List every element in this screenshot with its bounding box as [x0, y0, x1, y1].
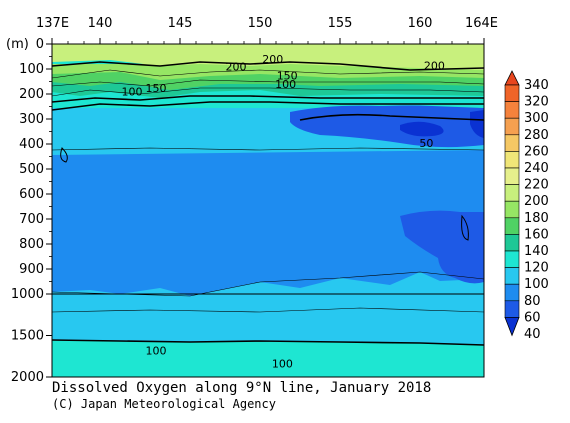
contour-label: 200: [262, 53, 283, 66]
colorbar-segment: [504, 217, 520, 235]
depth-unit-label: (m): [6, 37, 29, 52]
y-tick-label: 800: [19, 237, 44, 252]
colorbar-label: 320: [524, 95, 549, 110]
colorbar-label: 300: [524, 111, 549, 126]
contour-label: 200: [424, 59, 445, 72]
colorbar-label: 240: [524, 161, 549, 176]
colorbar-segment: [504, 234, 520, 252]
contour-label: 150: [277, 69, 298, 82]
chart-title: Dissolved Oxygen along 9°N line, January…: [52, 380, 431, 396]
x-tick-label: 145: [168, 16, 193, 31]
minimum-core: [400, 121, 444, 137]
y-tick-label: 100: [19, 62, 44, 77]
plot-frame: [51, 43, 485, 378]
y-tick-label: 600: [19, 187, 44, 202]
colorbar-segment: [504, 283, 520, 302]
colorbar-label: 260: [524, 144, 549, 159]
y-tick-label: 200: [19, 87, 44, 102]
contour-label: 100: [122, 86, 143, 99]
x-tick-label: 150: [248, 16, 273, 31]
colorbar-label: 340: [524, 78, 549, 93]
y-tick-label: 500: [19, 162, 44, 177]
colorbar-label: 100: [524, 277, 549, 292]
colorbar-label: 120: [524, 261, 549, 276]
contour-label: 150: [146, 82, 167, 95]
colorbar-segment: [504, 134, 520, 152]
colorbar-segment: [504, 101, 520, 119]
contour-label: 100: [146, 344, 167, 357]
colorbar-segment: [504, 300, 520, 318]
colorbar-label: 40: [524, 327, 541, 342]
colorbar-segment: [504, 267, 520, 285]
colorbar-label: 180: [524, 211, 549, 226]
contour-label: 50: [419, 137, 433, 150]
colorbar-top-arrow: [504, 70, 520, 86]
x-tick-label: 137E: [36, 16, 69, 31]
y-tick-label: 300: [19, 112, 44, 127]
low-oxygen-band: [52, 150, 484, 296]
left-axis: 100 200 300 400 500 600 700 800 900 1000 1500 2000 0: [11, 37, 52, 385]
colorbar-segment: [504, 117, 520, 136]
colorbar-segment: [504, 250, 520, 268]
colorbar-segment: [504, 184, 520, 202]
surface-band-200: [52, 44, 484, 70]
y-tick-label: 2000: [11, 370, 44, 385]
very-low-oxygen-east: [400, 210, 484, 284]
colorbar-bottom-arrow: [504, 316, 520, 337]
y-tick-label: 700: [19, 212, 44, 227]
x-tick-label: 155: [328, 16, 353, 31]
y-tick-label: 900: [19, 262, 44, 277]
contour-label: 100: [275, 78, 296, 91]
contour-label: 100: [272, 358, 293, 371]
colorbar-label: 80: [524, 294, 541, 309]
contour-label: 200: [226, 61, 247, 74]
y-tick-label: 1000: [11, 287, 44, 302]
colorbar-label: 280: [524, 128, 549, 143]
y-tick-label: 0: [36, 37, 44, 52]
y-tick-label: 1500: [11, 329, 44, 344]
colorbar-segment: [504, 167, 520, 185]
contour-lines: [52, 61, 484, 346]
colorbar-label: 160: [524, 227, 549, 242]
colorbar-label: 140: [524, 244, 549, 259]
x-tick-label: 160: [408, 16, 433, 31]
top-axis: 137E 140 145 150 155 160 164E: [36, 16, 498, 44]
colorbar-segment: [504, 151, 520, 169]
colorbar-label: 200: [524, 194, 549, 209]
colorbar-segment: [504, 200, 520, 219]
x-tick-label: 164E: [465, 16, 498, 31]
y-tick-label: 400: [19, 137, 44, 152]
colorbar-label: 220: [524, 178, 549, 193]
credit-line: (C) Japan Meteorological Agency: [52, 397, 276, 411]
colorbar-segment: [504, 84, 520, 102]
colorbar-label: 60: [524, 310, 541, 325]
x-tick-label: 140: [88, 16, 113, 31]
minimum-core-east: [470, 110, 484, 138]
